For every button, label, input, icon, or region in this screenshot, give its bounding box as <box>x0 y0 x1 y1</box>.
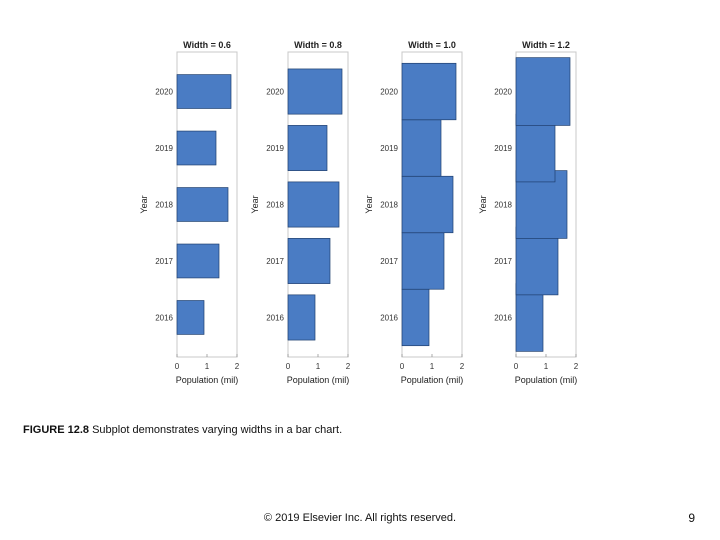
y-axis-label: Year <box>250 195 260 213</box>
y-tick-label: 2017 <box>380 257 398 266</box>
bar <box>287 294 316 341</box>
bar <box>287 238 331 284</box>
y-tick-label: 2018 <box>380 201 398 210</box>
y-axis-label: Year <box>364 195 374 213</box>
figure-caption: FIGURE 12.8 Subplot demonstrates varying… <box>23 424 342 436</box>
y-tick-label: 2017 <box>266 257 284 266</box>
y-tick-label: 2020 <box>494 88 512 97</box>
x-tick-label: 0 <box>175 362 180 371</box>
x-axis-label: Population (mil) <box>515 375 578 385</box>
x-tick-label: 1 <box>430 362 435 371</box>
y-tick-label: 2017 <box>494 257 512 266</box>
caption-text: Subplot demonstrates varying widths in a… <box>92 424 343 436</box>
y-tick-label: 2016 <box>155 313 173 322</box>
x-tick-label: 1 <box>316 362 321 371</box>
subplot-title: Width = 0.6 <box>183 40 231 50</box>
x-tick-label: 2 <box>346 362 351 371</box>
bar <box>176 187 229 222</box>
y-tick-label: 2019 <box>380 144 398 153</box>
y-tick-label: 2019 <box>494 144 512 153</box>
x-tick-label: 1 <box>544 362 549 371</box>
y-tick-label: 2019 <box>155 144 173 153</box>
x-axis-label: Population (mil) <box>176 375 239 385</box>
x-tick-label: 1 <box>205 362 210 371</box>
x-tick-label: 0 <box>286 362 291 371</box>
y-tick-label: 2019 <box>266 144 284 153</box>
x-tick-label: 0 <box>400 362 405 371</box>
y-tick-label: 2017 <box>155 257 173 266</box>
y-tick-label: 2018 <box>266 201 284 210</box>
bar <box>176 243 220 279</box>
figure-label: FIGURE 12.8 <box>23 424 90 436</box>
bar <box>287 68 343 115</box>
x-tick-label: 2 <box>460 362 465 371</box>
copyright-footer: © 2019 Elsevier Inc. All rights reserved… <box>263 512 457 524</box>
x-axis-label: Population (mil) <box>401 375 464 385</box>
subplot-title: Width = 0.8 <box>294 40 342 50</box>
bar <box>401 232 445 290</box>
bar <box>176 74 232 109</box>
x-tick-label: 2 <box>235 362 240 371</box>
x-tick-label: 2 <box>574 362 579 371</box>
y-tick-label: 2020 <box>266 88 284 97</box>
bar <box>401 119 442 177</box>
y-tick-label: 2020 <box>155 88 173 97</box>
subplot-title: Width = 1.0 <box>408 40 456 50</box>
y-axis-label: Year <box>478 195 488 213</box>
y-axis-label: Year <box>139 195 149 213</box>
y-tick-label: 2020 <box>380 88 398 97</box>
y-tick-label: 2016 <box>494 313 512 322</box>
bar <box>176 300 205 335</box>
bar <box>401 62 457 121</box>
y-tick-label: 2018 <box>155 201 173 210</box>
y-tick-label: 2016 <box>380 313 398 322</box>
x-axis-label: Population (mil) <box>287 375 350 385</box>
subplot-title: Width = 1.2 <box>522 40 570 50</box>
bar <box>287 125 328 171</box>
page-number: 9 <box>688 511 695 525</box>
y-tick-label: 2016 <box>266 313 284 322</box>
bar <box>401 175 454 234</box>
x-tick-label: 0 <box>514 362 519 371</box>
bar <box>287 181 340 228</box>
bar <box>515 57 571 126</box>
bar <box>401 288 430 347</box>
y-tick-label: 2018 <box>494 201 512 210</box>
bar <box>176 130 217 166</box>
